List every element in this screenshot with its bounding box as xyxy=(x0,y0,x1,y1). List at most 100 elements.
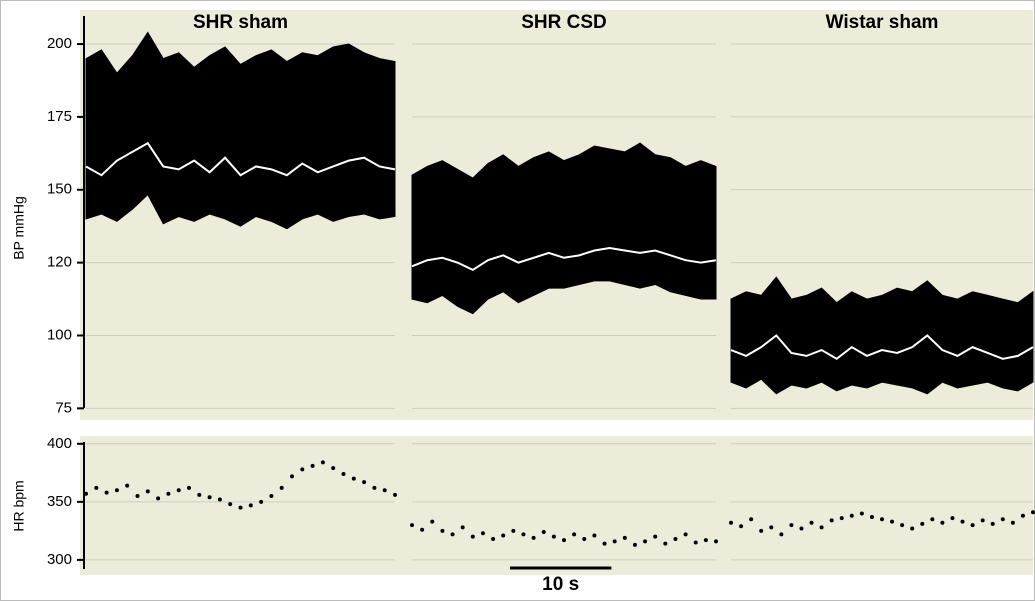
hr-dot xyxy=(1000,517,1005,522)
hr-dot xyxy=(582,537,587,542)
hr-dot xyxy=(859,511,864,516)
hr-dot xyxy=(572,532,577,537)
hr-dot xyxy=(166,491,171,496)
hr-dot xyxy=(501,533,506,538)
panel-title: Wistar sham xyxy=(826,12,939,33)
hr-dot xyxy=(300,467,305,472)
y-tick-label: 100 xyxy=(47,326,72,343)
hr-dot xyxy=(769,525,774,530)
hr-dot xyxy=(910,526,915,531)
mean-bp-line xyxy=(411,247,717,272)
hr-dot xyxy=(729,520,733,525)
hr-dot xyxy=(460,525,465,530)
hr-dot xyxy=(592,533,597,538)
hr-dot xyxy=(673,537,678,542)
hr-dot xyxy=(382,488,387,493)
hr-panel-background xyxy=(80,436,1033,575)
hr-dot xyxy=(393,492,397,497)
hr-dot xyxy=(663,541,668,546)
hr-dot xyxy=(362,480,367,485)
hr-dot xyxy=(197,492,202,497)
hr-dot xyxy=(156,496,161,501)
hr-dot xyxy=(799,526,804,531)
hr-dot xyxy=(145,489,150,494)
hr-dot xyxy=(970,523,975,528)
hr-dot xyxy=(248,503,253,508)
hr-dot xyxy=(849,513,854,518)
hr-dot xyxy=(259,499,264,504)
hr-dot xyxy=(829,518,834,523)
hr-dot xyxy=(980,518,985,523)
y-tick-label: 400 xyxy=(47,435,72,452)
y-tick-label: 75 xyxy=(55,399,72,416)
hr-dot xyxy=(749,517,754,522)
hr-dot xyxy=(950,516,955,521)
y-axis-label: HR bpm xyxy=(11,480,27,531)
hr-dot xyxy=(612,539,617,544)
hr-dot xyxy=(643,539,648,544)
y-tick-label: 350 xyxy=(47,493,72,510)
panel-title: SHR sham xyxy=(193,12,288,33)
hr-dot xyxy=(920,521,925,526)
y-tick-label: 150 xyxy=(47,181,72,198)
hr-dot xyxy=(511,528,516,533)
hr-dot xyxy=(114,488,119,493)
hr-dot xyxy=(739,524,744,529)
hr-dot xyxy=(420,527,425,532)
hr-dot xyxy=(1020,513,1025,518)
hr-dot xyxy=(491,537,496,542)
bp-range-band xyxy=(85,31,396,230)
hr-dot xyxy=(450,532,455,537)
hr-dot xyxy=(990,521,995,526)
hr-dot xyxy=(930,517,935,522)
y-tick-label: 175 xyxy=(47,108,72,125)
hr-dot xyxy=(960,519,965,524)
panel-title: SHR CSD xyxy=(521,12,607,33)
hr-dot xyxy=(84,491,88,496)
hr-dot xyxy=(320,460,325,465)
hr-dot xyxy=(632,542,637,547)
hr-dot xyxy=(279,485,284,490)
hr-dot xyxy=(714,539,718,544)
mean-bp-line xyxy=(730,334,1034,361)
hr-dot xyxy=(809,520,814,525)
hr-dot xyxy=(176,488,181,493)
hr-dot xyxy=(351,476,356,481)
hr-dot xyxy=(940,520,945,525)
hr-dot xyxy=(187,485,191,490)
hr-dot xyxy=(217,497,222,502)
hr-dot xyxy=(125,483,130,488)
bp-range-band xyxy=(730,276,1034,395)
hr-dot xyxy=(759,528,764,533)
hr-dot xyxy=(551,534,556,539)
hr-dot xyxy=(622,535,627,540)
hr-dot xyxy=(269,494,274,499)
hr-dot xyxy=(290,474,294,479)
hr-dot xyxy=(238,505,243,510)
hr-dot xyxy=(1010,520,1015,525)
y-axis-label: BP mmHg xyxy=(11,196,27,260)
hr-dot xyxy=(135,494,140,499)
hr-dot xyxy=(341,471,346,476)
hr-dot xyxy=(602,541,607,546)
hr-dot xyxy=(94,485,99,490)
mean-bp-line xyxy=(85,141,396,177)
hr-dot xyxy=(310,463,315,468)
hr-dot xyxy=(372,485,377,490)
hr-dot xyxy=(104,490,109,495)
hr-dot xyxy=(779,532,784,537)
hr-dot xyxy=(900,523,905,528)
hr-dot xyxy=(880,517,884,522)
hr-dot xyxy=(890,519,895,524)
hr-dot xyxy=(1031,510,1035,515)
hr-dot xyxy=(869,514,874,519)
hr-dot xyxy=(470,534,475,539)
hr-dot xyxy=(430,519,435,524)
hr-dot xyxy=(521,532,526,537)
y-tick-label: 120 xyxy=(47,254,72,271)
hr-dot xyxy=(531,535,536,540)
hr-dot xyxy=(440,528,445,533)
hr-dot xyxy=(693,540,698,545)
hr-dot xyxy=(410,523,414,528)
